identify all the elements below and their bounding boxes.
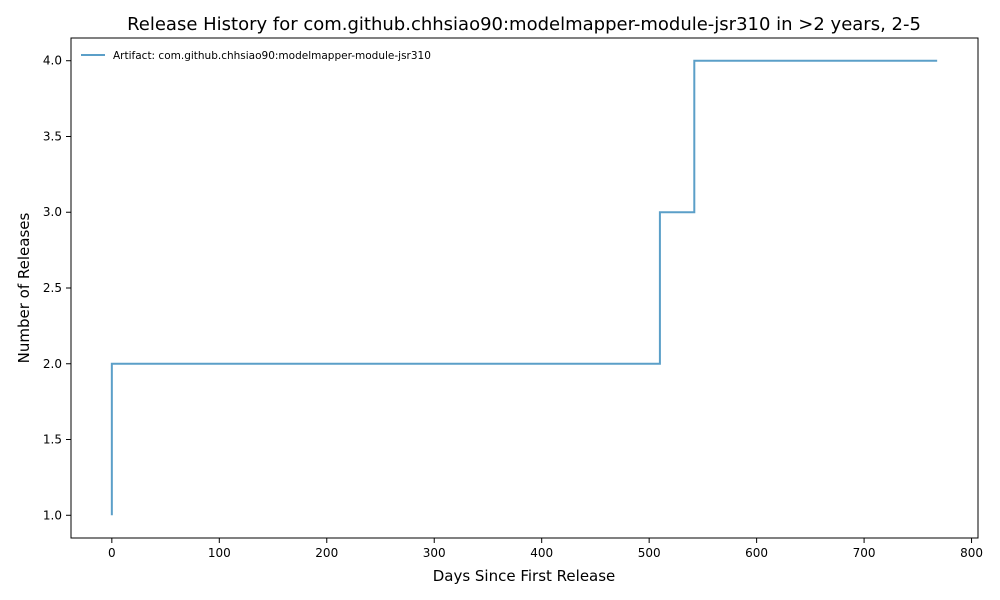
y-tick-label: 2.5 [43, 281, 62, 295]
x-tick-label: 800 [960, 546, 983, 560]
series-line [110, 59, 938, 516]
series-layer [110, 59, 938, 516]
legend: Artifact: com.github.chhsiao90:modelmapp… [81, 50, 431, 62]
x-tick-label: 700 [853, 546, 876, 560]
chart-title: Release History for com.github.chhsiao90… [127, 14, 921, 35]
x-tick-label: 0 [108, 546, 116, 560]
y-tick-label: 1.0 [43, 508, 62, 522]
y-tick-label: 3.5 [43, 129, 62, 143]
x-tick-label: 400 [530, 546, 553, 560]
x-tick-label: 500 [638, 546, 661, 560]
y-axis-ticks: 1.0 1.5 2.0 2.5 3.0 3.5 4.0 [43, 54, 71, 522]
y-tick-label: 3.0 [43, 205, 62, 219]
plot-area-frame [70, 37, 979, 539]
y-axis-label: Number of Releases [15, 212, 33, 363]
legend-label: Artifact: com.github.chhsiao90:modelmapp… [113, 50, 431, 62]
x-tick-label: 100 [208, 546, 231, 560]
x-tick-label: 300 [423, 546, 446, 560]
y-tick-label: 1.5 [43, 433, 62, 447]
x-tick-label: 600 [745, 546, 768, 560]
x-axis-label: Days Since First Release [433, 567, 616, 585]
x-tick-label: 200 [315, 546, 338, 560]
y-tick-label: 4.0 [43, 54, 62, 68]
x-axis-ticks: 0 100 200 300 400 500 600 700 800 [108, 538, 983, 560]
y-tick-label: 2.0 [43, 357, 62, 371]
